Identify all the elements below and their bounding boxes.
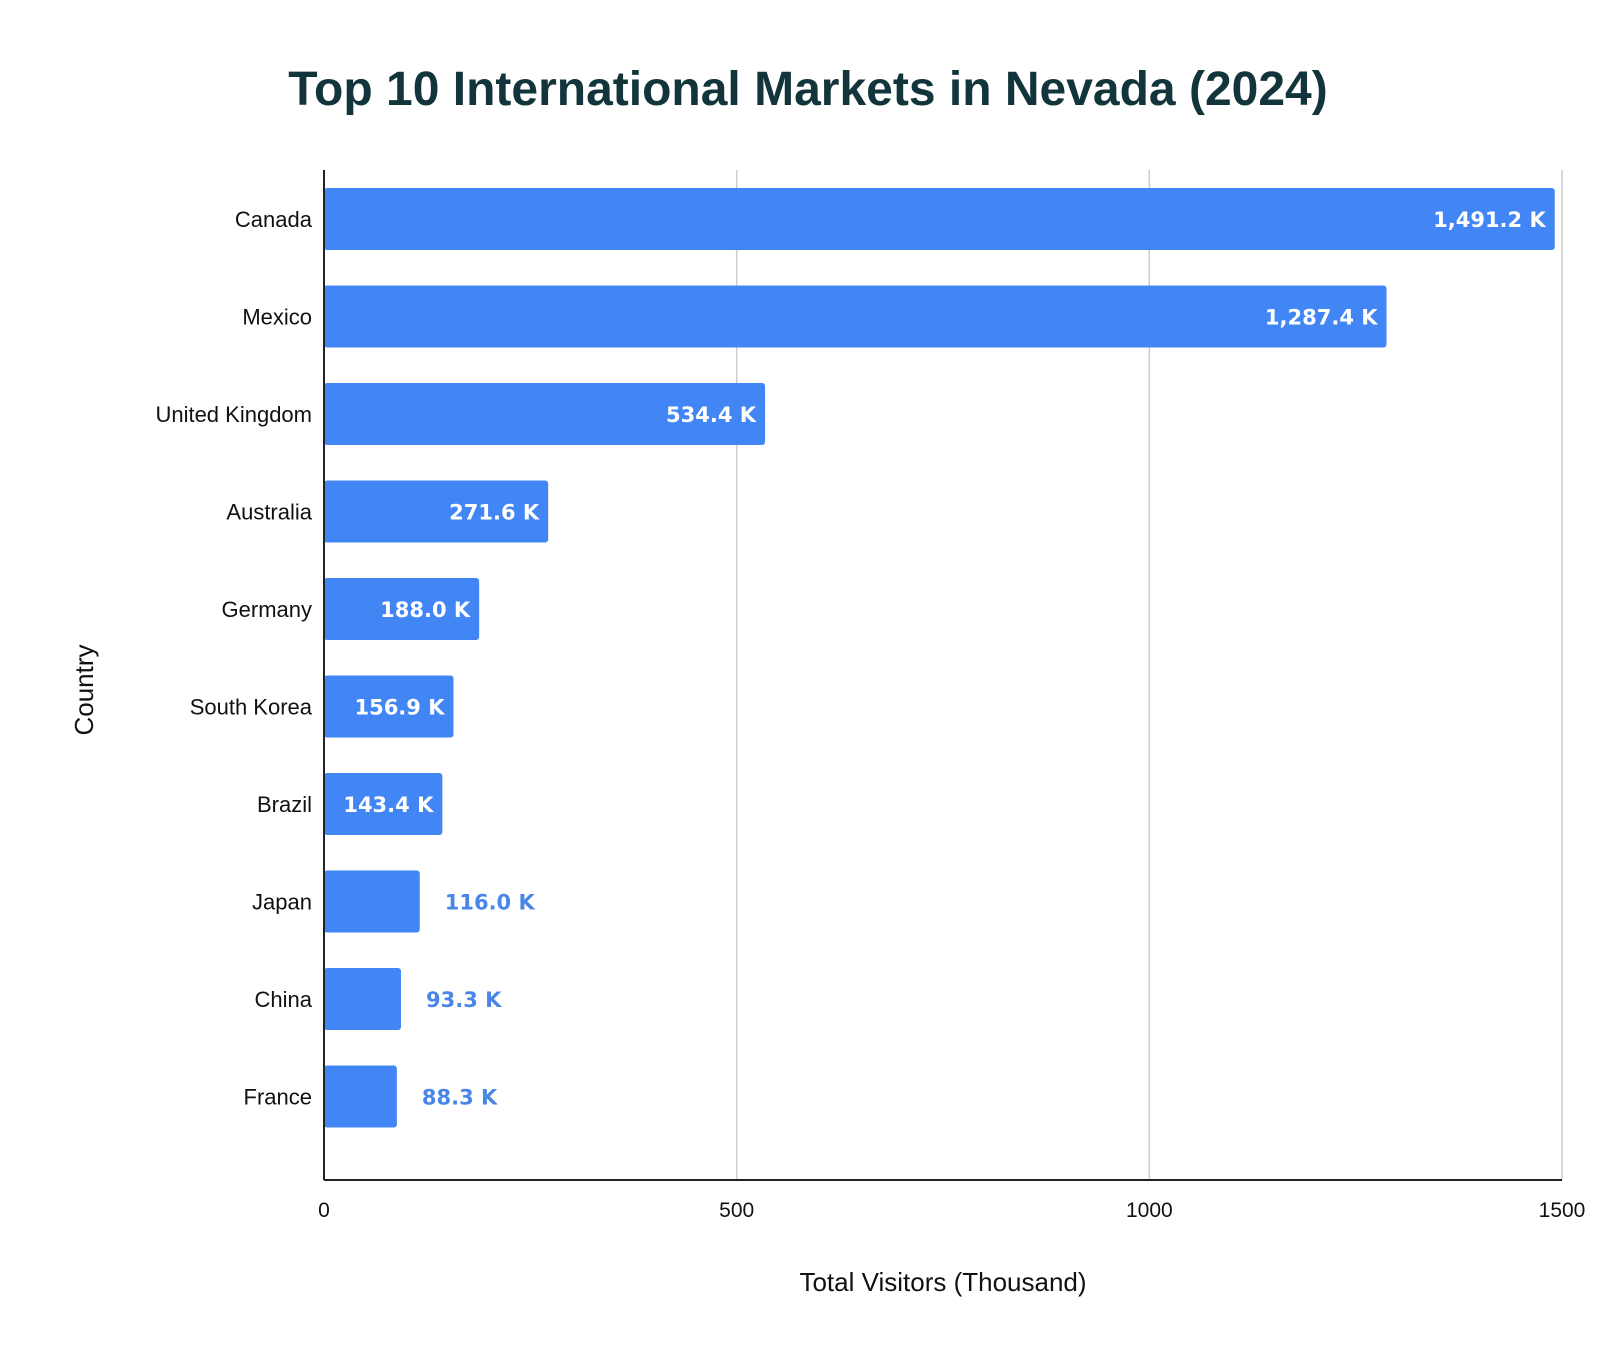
category-label: Japan bbox=[252, 890, 312, 915]
bar bbox=[324, 578, 480, 640]
x-tick-label: 1000 bbox=[1126, 1199, 1173, 1222]
bar bbox=[324, 675, 454, 738]
data-label: 1,491.2 K bbox=[1433, 208, 1546, 232]
category-label: Australia bbox=[226, 500, 312, 525]
bar bbox=[324, 773, 443, 835]
bar bbox=[324, 383, 766, 445]
bar bbox=[324, 285, 1387, 348]
data-label: 93.3 K bbox=[426, 988, 502, 1012]
data-label: 88.3 K bbox=[422, 1086, 498, 1110]
data-label: 156.9 K bbox=[354, 696, 445, 720]
bar bbox=[324, 188, 1555, 250]
bar bbox=[324, 968, 402, 1030]
bar bbox=[324, 870, 420, 933]
x-tick-label: 0 bbox=[318, 1199, 330, 1222]
data-label: 188.0 K bbox=[380, 598, 471, 622]
y-axis-title: Country bbox=[69, 644, 99, 735]
category-label: France bbox=[244, 1085, 312, 1110]
category-label: Brazil bbox=[257, 792, 312, 817]
bar bbox=[324, 480, 549, 543]
data-label: 271.6 K bbox=[449, 501, 540, 525]
data-label: 116.0 K bbox=[445, 891, 536, 915]
category-label: United Kingdom bbox=[155, 402, 312, 427]
data-label: 143.4 K bbox=[343, 793, 434, 817]
x-tick-label: 500 bbox=[719, 1199, 754, 1222]
x-tick-label: 1500 bbox=[1539, 1199, 1586, 1222]
category-label: Germany bbox=[222, 597, 312, 622]
data-label: 1,287.4 K bbox=[1265, 306, 1378, 330]
category-label: South Korea bbox=[190, 695, 313, 720]
category-label: Canada bbox=[235, 207, 313, 232]
bar bbox=[324, 1065, 397, 1128]
category-label: China bbox=[255, 987, 313, 1012]
category-label: Mexico bbox=[242, 305, 312, 330]
chart-title: Top 10 International Markets in Nevada (… bbox=[288, 63, 1328, 116]
axis-layer: 0 500 1000 1500 Canada Mexico United Kingdom Au… bbox=[155, 170, 1585, 1222]
data-label: 534.4 K bbox=[666, 403, 757, 427]
x-axis-title: Total Visitors (Thousand) bbox=[799, 1267, 1086, 1297]
bar-layer: 1,491.2 K 1,287.4 K 534.4 K 271.6 K 188.0 K 1… bbox=[324, 188, 1555, 1128]
